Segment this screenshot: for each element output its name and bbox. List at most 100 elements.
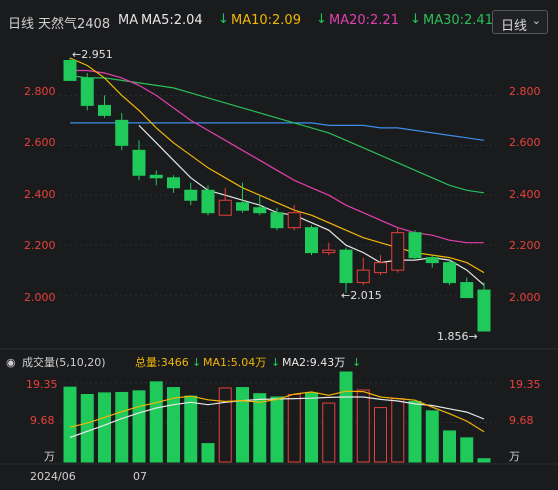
candle-down [236, 202, 249, 211]
candle-up [374, 262, 387, 274]
candle-down [201, 189, 215, 214]
candle-down [115, 119, 129, 146]
candle-down [339, 249, 353, 284]
volume-bar [80, 394, 94, 463]
volume-bars [63, 371, 491, 463]
volume-bar [201, 443, 215, 463]
candle-down [167, 177, 180, 189]
ma10-value: MA10:2.09 [231, 13, 301, 28]
volume-axis-right: 19.35 9.68 万 [509, 378, 541, 463]
mid-low-annotation: ←2.015 [341, 289, 382, 302]
candle-down [425, 257, 439, 264]
contract-label: 天然气2408 [38, 17, 111, 32]
candle-up [391, 232, 405, 271]
period-select[interactable]: 日线 ⌄ [492, 10, 548, 34]
volume-collapse-icon: ◉ [6, 356, 16, 369]
price-tick: 2.200 [24, 239, 56, 252]
volume-bar [132, 390, 146, 463]
candles [63, 57, 491, 332]
candle-down [149, 174, 163, 179]
chart-header: 日线 天然气2408 MA MA5:2.04 ↓ MA10:2.09 ↓ MA2… [0, 0, 558, 44]
volume-ma2: MA2:9.43万 [282, 356, 345, 369]
candle-down [63, 59, 77, 81]
volume-tick-mid: 9.68 [509, 414, 534, 427]
volume-bar [322, 402, 336, 463]
candle-up [356, 269, 370, 284]
price-tick: 2.400 [24, 188, 56, 201]
price-tick: 2.000 [509, 291, 541, 304]
volume-bar [460, 437, 474, 463]
date-tick-start: 2024/06 [30, 470, 76, 483]
volume-bar [339, 371, 353, 463]
ma-prefix: MA [118, 13, 139, 28]
volume-bar [305, 392, 318, 463]
candle-down [184, 189, 198, 201]
price-tick: 2.400 [509, 188, 541, 201]
volume-bar [356, 389, 370, 463]
volume-total: 总量:3466 [135, 355, 189, 369]
volume-bar [167, 387, 180, 463]
candle-up [322, 249, 336, 254]
date-axis: 2024/06 07 [30, 470, 147, 483]
ma30-value: MA30:2.41 [423, 13, 493, 28]
candle-down [80, 77, 94, 106]
volume-ma-lines [69, 390, 485, 439]
price-tick: 2.000 [24, 291, 56, 304]
volume-bar [63, 386, 77, 463]
ma2-down-icon: ↓ [271, 356, 280, 369]
volume-bar [374, 407, 387, 463]
price-axis-right: 2.800 2.600 2.400 2.200 2.000 [509, 85, 541, 304]
volume-tick-top: 19.35 [26, 378, 58, 391]
volume-axis-left: 19.35 9.68 万 [26, 378, 58, 463]
price-tick: 2.800 [24, 85, 56, 98]
volume-bar [287, 394, 301, 463]
volume-ma1-line [69, 390, 485, 433]
volume-bar [149, 381, 163, 463]
volume-bar [98, 392, 111, 463]
volume-bar [236, 387, 249, 463]
chevron-down-icon: ⌄ [531, 14, 541, 27]
candle-down [98, 104, 111, 116]
volume-header: ◉ 成交量(5,10,20) 总量:3466 ↓ MA1:5.04万 ↓ MA2… [6, 355, 361, 369]
price-tick: 2.600 [509, 136, 541, 149]
volume-bar [391, 398, 405, 463]
candle-down [253, 207, 267, 214]
ma30-line [69, 74, 485, 194]
ma20-down-icon: ↓ [316, 12, 327, 27]
volume-bar [443, 430, 456, 463]
period-label: 日线 [8, 17, 35, 32]
ma30-down-icon: ↓ [410, 12, 421, 27]
price-tick: 2.200 [509, 239, 541, 252]
volume-down-icon: ↓ [352, 356, 361, 369]
ma10-line [69, 57, 485, 274]
candle-down [443, 262, 456, 284]
high-annotation: ←2.951 [72, 48, 113, 61]
candle-down [270, 212, 284, 229]
volume-bar [477, 458, 491, 463]
low-annotation: 1.856→ [437, 330, 478, 343]
volume-bar [253, 393, 267, 463]
volume-title: 成交量(5,10,20) [22, 355, 106, 369]
volume-bar [425, 410, 439, 463]
price-axis-left: 2.800 2.600 2.400 2.200 2.000 [24, 85, 56, 304]
candle-down [408, 232, 422, 259]
ma10-down-icon: ↓ [218, 12, 229, 27]
candle-down [460, 282, 474, 299]
candle-down [132, 149, 146, 176]
volume-ma1: MA1:5.04万 [203, 356, 266, 369]
moving-average-lines [69, 57, 485, 286]
price-tick: 2.800 [509, 85, 541, 98]
period-select-label: 日线 [501, 19, 528, 34]
candle-down [305, 227, 318, 254]
ma5-value: MA5:2.04 [141, 13, 203, 28]
candle-down [477, 289, 491, 332]
date-tick-month: 07 [133, 470, 147, 483]
ma20-value: MA20:2.21 [329, 13, 399, 28]
candle-up [287, 212, 301, 229]
volume-unit: 万 [44, 450, 55, 463]
volume-tick-top: 19.35 [509, 378, 541, 391]
ma60-line [70, 122, 485, 141]
price-tick: 2.600 [24, 136, 56, 149]
volume-unit: 万 [509, 450, 520, 463]
